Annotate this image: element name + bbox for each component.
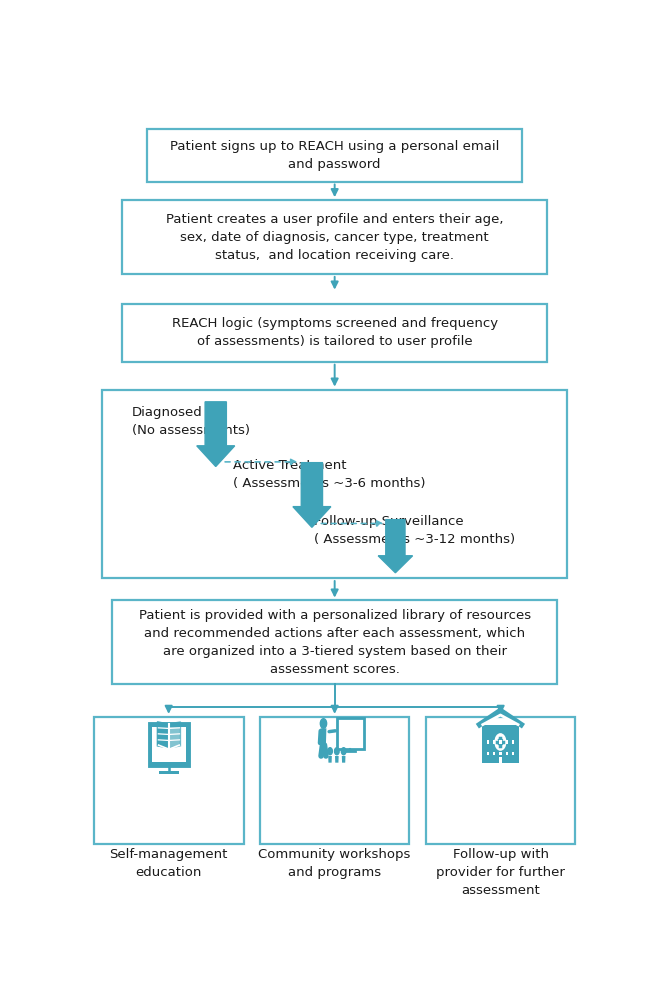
Polygon shape	[328, 756, 332, 763]
FancyBboxPatch shape	[493, 752, 495, 755]
FancyBboxPatch shape	[506, 740, 508, 744]
Text: REACH logic (symptoms screened and frequency
of assessments) is tailored to user: REACH logic (symptoms screened and frequ…	[172, 317, 498, 348]
Polygon shape	[378, 520, 413, 573]
FancyBboxPatch shape	[122, 304, 547, 362]
FancyBboxPatch shape	[426, 717, 575, 844]
Circle shape	[334, 748, 339, 755]
Text: Patient signs up to REACH using a personal email
and password: Patient signs up to REACH using a person…	[170, 140, 500, 171]
FancyBboxPatch shape	[337, 718, 364, 749]
FancyBboxPatch shape	[122, 200, 547, 274]
Text: Patient is provided with a personalized library of resources
and recommended act: Patient is provided with a personalized …	[138, 609, 531, 676]
Polygon shape	[335, 756, 339, 763]
FancyBboxPatch shape	[499, 757, 502, 764]
Polygon shape	[169, 722, 180, 748]
Text: Self-management
education: Self-management education	[110, 848, 228, 879]
FancyBboxPatch shape	[94, 717, 244, 844]
Text: Community workshops
and programs: Community workshops and programs	[259, 848, 411, 879]
FancyBboxPatch shape	[102, 389, 567, 578]
Polygon shape	[342, 756, 345, 763]
Text: Diagnosed
(No assessments): Diagnosed (No assessments)	[133, 406, 250, 437]
Circle shape	[495, 734, 505, 750]
FancyBboxPatch shape	[506, 752, 508, 755]
Polygon shape	[321, 728, 326, 745]
Text: Patient creates a user profile and enters their age,
sex, date of diagnosis, can: Patient creates a user profile and enter…	[166, 213, 503, 262]
Polygon shape	[157, 722, 169, 748]
Polygon shape	[293, 463, 331, 527]
Circle shape	[328, 748, 332, 755]
Circle shape	[321, 719, 326, 728]
FancyBboxPatch shape	[112, 600, 558, 684]
FancyBboxPatch shape	[486, 752, 489, 755]
FancyBboxPatch shape	[159, 771, 179, 774]
Polygon shape	[197, 402, 234, 466]
FancyBboxPatch shape	[500, 740, 502, 744]
Text: Follow-up with
provider for further
assessment: Follow-up with provider for further asse…	[436, 848, 565, 897]
Text: Active Treatment
( Assessments ~3-6 months): Active Treatment ( Assessments ~3-6 mont…	[234, 459, 426, 490]
FancyBboxPatch shape	[486, 740, 489, 744]
FancyBboxPatch shape	[150, 724, 188, 765]
FancyBboxPatch shape	[500, 752, 502, 755]
FancyBboxPatch shape	[260, 717, 409, 844]
FancyBboxPatch shape	[481, 725, 519, 763]
FancyBboxPatch shape	[512, 740, 514, 744]
FancyBboxPatch shape	[148, 129, 522, 182]
FancyBboxPatch shape	[152, 727, 186, 762]
Circle shape	[342, 748, 346, 755]
FancyBboxPatch shape	[493, 740, 495, 744]
FancyBboxPatch shape	[512, 752, 514, 755]
Text: Follow-up Surveillance
( Assessments ~3-12 months): Follow-up Surveillance ( Assessments ~3-…	[315, 515, 516, 546]
